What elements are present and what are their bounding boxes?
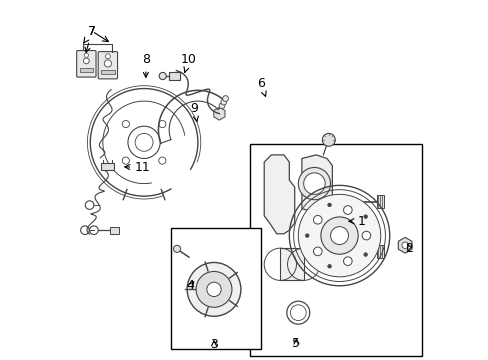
Circle shape [298, 194, 380, 277]
Text: 5: 5 [292, 337, 300, 350]
FancyBboxPatch shape [98, 51, 117, 79]
Bar [110, 226, 119, 234]
Polygon shape [264, 155, 294, 234]
Bar [280, 248, 303, 280]
Circle shape [343, 257, 351, 265]
Text: 6: 6 [256, 77, 265, 96]
Circle shape [159, 121, 165, 128]
Circle shape [159, 72, 166, 80]
Text: 4: 4 [186, 279, 194, 292]
FancyBboxPatch shape [77, 50, 96, 77]
Circle shape [401, 242, 407, 248]
Text: 10: 10 [181, 53, 197, 72]
Circle shape [313, 216, 322, 224]
Circle shape [122, 157, 129, 164]
Circle shape [83, 58, 89, 64]
Circle shape [327, 265, 331, 268]
Bar [101, 163, 114, 170]
Circle shape [105, 54, 110, 59]
Circle shape [363, 215, 366, 219]
Bar [376, 195, 383, 208]
Text: 7: 7 [83, 25, 96, 43]
Circle shape [362, 231, 370, 240]
Circle shape [303, 173, 325, 194]
Text: 9: 9 [190, 102, 198, 121]
Bar [171, 228, 260, 348]
Bar [80, 68, 93, 72]
Text: 7: 7 [85, 25, 96, 53]
Bar [249, 144, 421, 356]
Circle shape [320, 217, 357, 254]
Text: 1: 1 [348, 215, 365, 228]
Circle shape [219, 103, 224, 109]
Polygon shape [398, 237, 411, 253]
Circle shape [173, 245, 180, 252]
Circle shape [363, 253, 366, 256]
Text: 8: 8 [142, 53, 150, 77]
Circle shape [104, 60, 111, 67]
Text: 11: 11 [124, 161, 151, 174]
Circle shape [159, 157, 165, 164]
Circle shape [222, 96, 228, 102]
Circle shape [298, 167, 330, 200]
Circle shape [327, 203, 331, 207]
Circle shape [305, 234, 308, 237]
Circle shape [313, 247, 322, 256]
Circle shape [221, 99, 226, 105]
Circle shape [84, 53, 88, 57]
Circle shape [343, 206, 351, 214]
Circle shape [330, 226, 348, 244]
Bar [376, 245, 383, 258]
Circle shape [122, 121, 129, 128]
Bar [101, 70, 115, 74]
Circle shape [322, 134, 335, 146]
Polygon shape [213, 107, 224, 120]
Text: 3: 3 [210, 338, 218, 351]
Bar [169, 72, 180, 80]
Circle shape [196, 271, 231, 307]
Circle shape [206, 282, 221, 297]
Polygon shape [301, 155, 332, 212]
Text: 2: 2 [405, 242, 412, 255]
Circle shape [187, 262, 241, 316]
